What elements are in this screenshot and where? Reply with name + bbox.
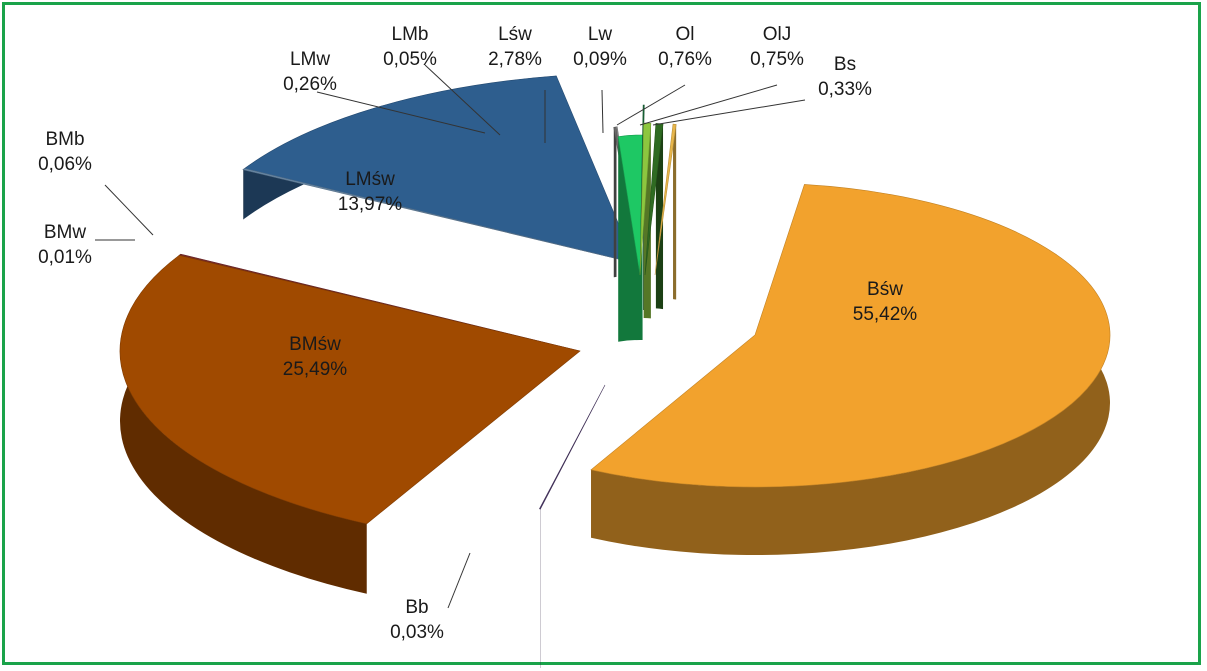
slice-Bśw	[590, 184, 1111, 555]
slice-value-Bb: 0,03%	[390, 622, 444, 643]
slice-name-Lw: Lw	[588, 24, 613, 45]
slice-side-LMw	[613, 126, 617, 278]
slice-value-Bśw: 55,42%	[853, 304, 918, 325]
leader-line-Bb	[447, 552, 471, 609]
slice-name-LMśw: LMśw	[345, 169, 395, 190]
slice-top-Bb	[539, 384, 606, 510]
leader-line-LMb	[424, 64, 501, 136]
slice-side-BMb	[243, 169, 244, 220]
leader-line-LMw	[316, 91, 486, 134]
slice-value-BMw: 0,01%	[38, 247, 92, 268]
leader-line-OlJ	[639, 84, 778, 126]
slice-value-OlJ: 0,75%	[750, 49, 804, 70]
slice-name-LMw: LMw	[290, 49, 330, 70]
slice-name-Bb: Bb	[405, 597, 428, 618]
slice-top-Bśw	[590, 184, 1111, 488]
slice-top-LMśw	[243, 75, 636, 264]
leader-line-Lw	[601, 89, 604, 134]
slice-name-OlJ: OlJ	[763, 24, 792, 45]
slice-value-LMśw: 13,97%	[338, 194, 403, 215]
slice-Bb	[539, 384, 606, 668]
slice-side-BMśw	[119, 255, 367, 594]
slice-name-Bśw: Bśw	[867, 279, 903, 300]
slice-name-LMb: LMb	[392, 24, 429, 45]
slice-value-LMw: 0,26%	[283, 74, 337, 95]
slice-Lśw	[617, 134, 643, 342]
slice-value-LMb: 0,05%	[383, 49, 437, 70]
leader-line-BMb	[104, 184, 154, 236]
slice-name-Bs: Bs	[834, 54, 856, 75]
slice-name-Lśw: Lśw	[498, 24, 532, 45]
slice-value-BMśw: 25,49%	[283, 359, 348, 380]
slice-value-Lw: 0,09%	[573, 49, 627, 70]
slice-name-BMśw: BMśw	[289, 334, 341, 355]
pie-chart: Bśw 55,42% BMśw 25,49% LMśw 13,97% Lśw 2,78% Ol 0…	[38, 24, 1111, 668]
slice-value-BMb: 0,06%	[38, 154, 92, 175]
slice-BMb	[242, 168, 636, 264]
slice-side-Bs	[673, 124, 677, 300]
leader-line-Ol	[616, 84, 686, 126]
slice-top-BMśw	[119, 254, 581, 525]
leader-line-Bs	[652, 99, 806, 126]
slice-Bs	[654, 123, 677, 300]
slice-BMśw	[119, 254, 581, 594]
slice-value-Lśw: 2,78%	[488, 49, 542, 70]
slice-top-Bs	[654, 123, 677, 276]
slice-name-Ol: Ol	[676, 24, 695, 45]
slice-top-BMb	[242, 168, 636, 264]
slice-name-BMb: BMb	[45, 129, 84, 150]
slice-value-Ol: 0,76%	[658, 49, 712, 70]
slice-name-BMw: BMw	[44, 222, 87, 243]
slice-LMśw	[243, 75, 636, 264]
slice-value-Bs: 0,33%	[818, 79, 872, 100]
